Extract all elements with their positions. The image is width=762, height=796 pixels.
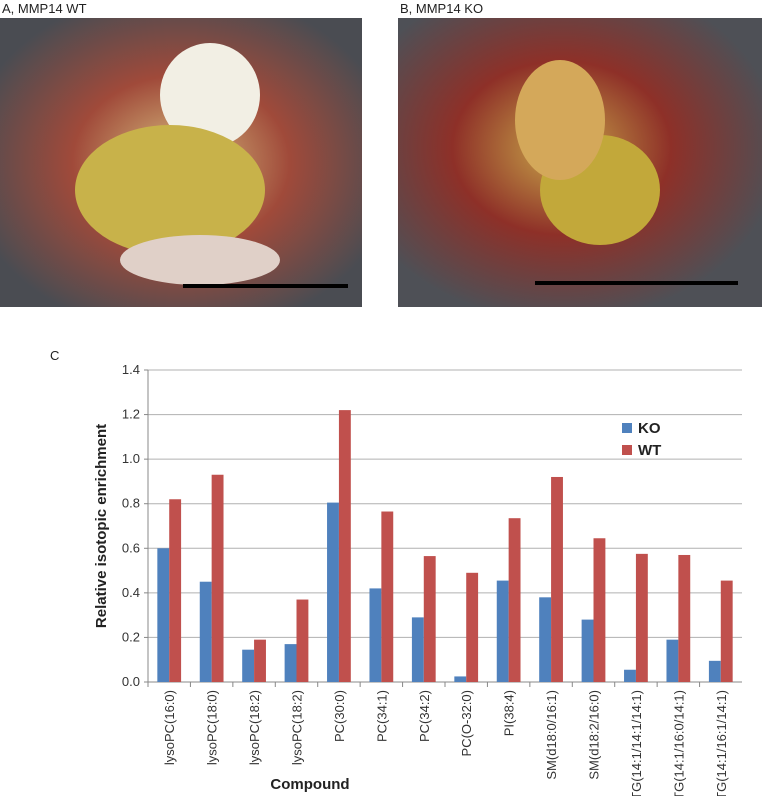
x-tick-label: lysoPC(16:0) [162, 690, 177, 765]
x-tick-label: SM(d18:2/16:0) [587, 690, 602, 780]
bar [157, 548, 170, 682]
x-tick-label: TG(14:1/14:1/14:1) [629, 690, 644, 796]
bar [284, 644, 297, 682]
y-tick-label: 1.2 [122, 407, 140, 422]
y-tick-label: 0.6 [122, 540, 140, 555]
legend-label: WT [638, 442, 661, 459]
bar [327, 502, 339, 682]
y-tick-label: 0.4 [122, 585, 140, 600]
panel-label: A, MMP14 WT [2, 1, 87, 16]
x-tick-label: lysoPC(18:2) [247, 690, 262, 765]
x-tick-label: lysoPC(18:0) [205, 690, 220, 765]
y-tick-label: 1.4 [122, 362, 140, 377]
bar [508, 518, 521, 682]
bar [454, 676, 467, 682]
y-tick-label: 0.0 [122, 674, 140, 689]
bar [338, 410, 351, 682]
x-tick-label: PC(O-32:0) [459, 690, 474, 756]
bar [551, 476, 563, 682]
bar [666, 639, 679, 682]
photo-ko [398, 18, 762, 307]
bar [708, 660, 721, 682]
bar [635, 553, 648, 682]
x-tick-label: SM(d18:0/16:1) [544, 690, 559, 780]
bar [254, 639, 266, 682]
x-tick-label: PI(38:4) [502, 690, 517, 736]
bar [369, 588, 382, 682]
bar [581, 619, 594, 682]
y-tick-label: 1.0 [122, 451, 140, 466]
panel-label: C [50, 348, 59, 363]
photo-wt [0, 18, 362, 307]
legend-swatch [622, 445, 632, 455]
legend-swatch [622, 423, 632, 433]
y-axis-label: Relative isotopic enrichment [93, 424, 110, 628]
y-tick-label: 0.2 [122, 629, 140, 644]
x-tick-label: TG(14:1/16:0/14:1) [671, 690, 686, 796]
bar [423, 556, 436, 682]
x-tick-label: PC(30:0) [332, 690, 347, 742]
bar [211, 474, 224, 682]
panel-label: B, MMP14 KO [400, 1, 483, 16]
x-tick-label: PC(34:2) [417, 690, 432, 742]
bar [411, 617, 424, 682]
x-axis-label: Compound [270, 776, 349, 793]
x-tick-label: PC(34:1) [374, 690, 389, 742]
bar [242, 649, 255, 682]
x-tick-label: TG(14:1/16:1/14:1) [714, 690, 729, 796]
legend-label: KO [638, 420, 661, 437]
bar [169, 499, 182, 682]
bar [296, 599, 309, 682]
bar [199, 581, 212, 682]
bar [466, 572, 479, 682]
bar [381, 511, 394, 682]
y-tick-label: 0.8 [122, 496, 140, 511]
bar [678, 554, 691, 682]
bar [624, 669, 636, 682]
x-tick-label: lysoPC(18:2) [290, 690, 305, 765]
bar [720, 580, 733, 682]
bar [496, 580, 509, 682]
bar [593, 538, 606, 682]
bar [539, 597, 552, 682]
